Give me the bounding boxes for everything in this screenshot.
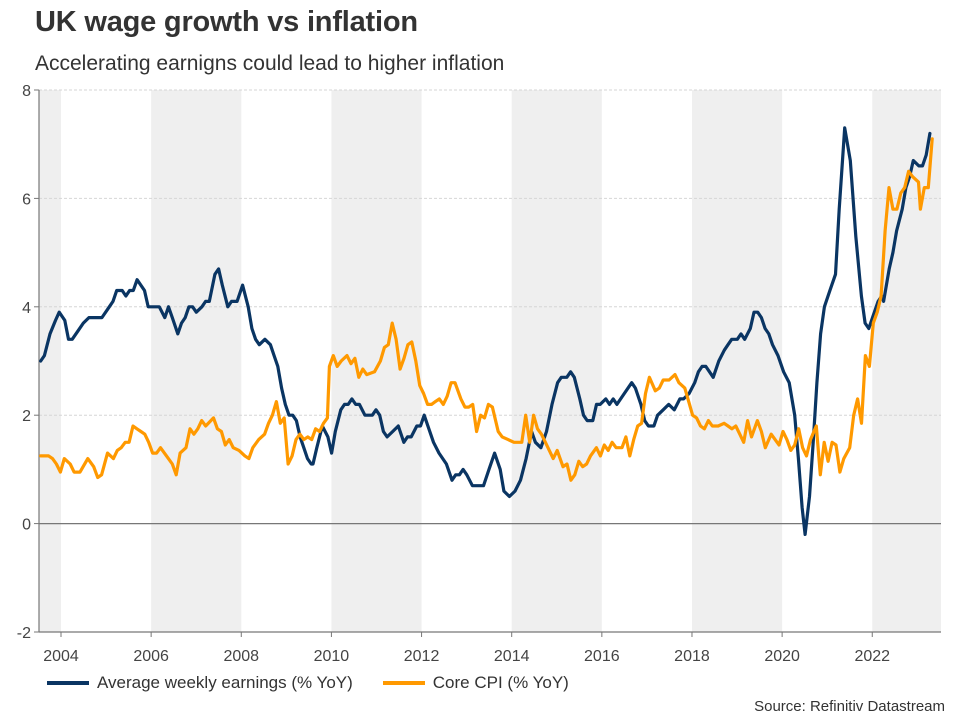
shaded-band [511,90,602,632]
x-tick-label: 2016 [584,648,620,665]
x-tick-label: 2008 [223,648,259,665]
shaded-band [331,90,422,632]
legend-item-earnings[interactable]: Average weekly earnings (% YoY) [47,673,353,693]
chart-subtitle: Accelerating earnigns could lead to high… [35,52,505,75]
x-tick-label: 2010 [314,648,350,665]
x-tick-label: 2022 [854,648,890,665]
y-tick-label: 0 [22,517,31,534]
series-lines [39,126,934,536]
y-tick-label: -2 [17,625,31,642]
y-tick-label: 4 [22,300,31,317]
series-line-earnings [39,126,932,536]
y-tick-label: 2 [22,408,31,425]
shaded-band [151,90,242,632]
chart-title: UK wage growth vs inflation [35,6,418,38]
legend-label-core-cpi: Core CPI (% YoY) [432,673,569,692]
source-note: Source: Refinitiv Datastream [754,698,945,715]
y-tick-label: 6 [22,191,31,208]
shaded-band [691,90,783,632]
shaded-band [39,90,61,632]
x-tick-label: 2014 [494,648,530,665]
legend-swatch-earnings [47,681,89,685]
x-tick-label: 2004 [43,648,79,665]
axes: -2 0 2 4 6 8 2004 2006 2008 2010 2012 2014 2016 2018 2… [17,83,941,665]
legend-item-core-cpi[interactable]: Core CPI (% YoY) [382,673,569,693]
x-tick-label: 2020 [764,648,800,665]
x-tick-label: 2006 [133,648,169,665]
series-line-core-cpi [39,137,934,482]
y-tick-label: 8 [22,83,31,100]
x-tick-label: 2018 [674,648,710,665]
legend: Average weekly earnings (% YoY) Core CPI… [47,673,599,693]
shaded-periods [39,90,941,632]
x-tick-label: 2012 [404,648,440,665]
legend-swatch-core-cpi [382,681,425,685]
legend-label-earnings: Average weekly earnings (% YoY) [97,673,353,692]
gridlines [39,89,941,416]
